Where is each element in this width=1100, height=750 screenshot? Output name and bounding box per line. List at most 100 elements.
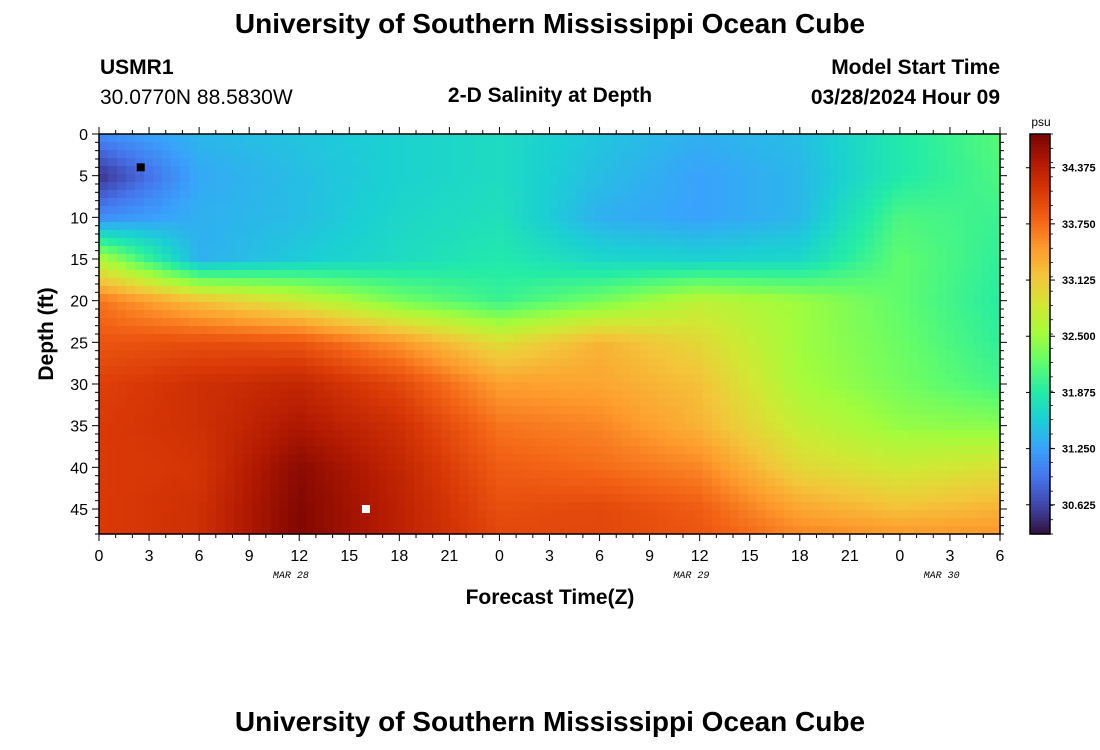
heatmap-cell (432, 382, 442, 391)
heatmap-cell (711, 310, 722, 319)
heatmap-cell (99, 382, 109, 391)
heatmap-cell (459, 318, 470, 327)
heatmap-cell (675, 526, 686, 535)
heatmap-cell (153, 398, 163, 407)
heatmap-cell (360, 318, 370, 327)
heatmap-cell (531, 502, 542, 511)
heatmap-cell (756, 230, 767, 239)
heatmap-cell (774, 486, 785, 495)
heatmap-cell (225, 326, 235, 335)
heatmap-cell (450, 238, 460, 247)
heatmap-cell (972, 206, 983, 215)
heatmap-cell (315, 302, 325, 311)
heatmap-cell (180, 182, 190, 191)
heatmap-cell (153, 486, 163, 495)
heatmap-cell (549, 494, 560, 503)
heatmap-cell (720, 374, 731, 383)
heatmap-cell (846, 486, 857, 495)
heatmap-cell (927, 518, 938, 527)
heatmap-cell (828, 278, 839, 287)
heatmap-cell (567, 502, 578, 511)
heatmap-cell (378, 422, 388, 431)
heatmap-cell (621, 342, 632, 351)
heatmap-cell (783, 430, 794, 439)
heatmap-cell (432, 414, 442, 423)
heatmap-cell (684, 174, 695, 183)
heatmap-cell (684, 326, 695, 335)
heatmap-cell (945, 142, 956, 151)
heatmap-cell (279, 518, 289, 527)
heatmap-cell (243, 310, 253, 319)
heatmap-cell (666, 302, 677, 311)
heatmap-cell (315, 470, 325, 479)
heatmap-cell (684, 166, 695, 175)
heatmap-cell (279, 262, 289, 271)
heatmap-cell (828, 246, 839, 255)
heatmap-cell (288, 214, 298, 223)
heatmap-cell (981, 206, 992, 215)
heatmap-cell (621, 390, 632, 399)
heatmap-cell (828, 414, 839, 423)
heatmap-cell (783, 390, 794, 399)
heatmap-cell (495, 454, 506, 463)
heatmap-cell (801, 478, 812, 487)
heatmap-cell (801, 494, 812, 503)
heatmap-cell (378, 358, 388, 367)
heatmap-cell (540, 382, 551, 391)
heatmap-cell (855, 502, 866, 511)
heatmap-cell (513, 134, 524, 143)
heatmap-cell (936, 390, 947, 399)
heatmap-cell (351, 470, 361, 479)
heatmap-cell (252, 462, 262, 471)
heatmap-cell (468, 198, 479, 207)
heatmap-cell (657, 134, 668, 143)
heatmap-cell (945, 462, 956, 471)
heatmap-cell (720, 358, 731, 367)
heatmap-cell (846, 206, 857, 215)
heatmap-cell (189, 478, 199, 487)
heatmap-cell (810, 454, 821, 463)
heatmap-cell (855, 134, 866, 143)
heatmap-cell (981, 470, 992, 479)
heatmap-cell (486, 270, 497, 279)
heatmap-cell (540, 246, 551, 255)
heatmap-cell (270, 430, 280, 439)
heatmap-cell (882, 406, 893, 415)
heatmap-cell (405, 214, 415, 223)
heatmap-cell (981, 334, 992, 343)
heatmap-cell (792, 270, 803, 279)
heatmap-cell (882, 238, 893, 247)
heatmap-cell (441, 302, 451, 311)
heatmap-cell (963, 222, 974, 231)
heatmap-cell (927, 270, 938, 279)
heatmap-cell (369, 382, 379, 391)
heatmap-cell (486, 142, 497, 151)
heatmap-cell (459, 518, 470, 527)
heatmap-cell (837, 446, 848, 455)
heatmap-cell (99, 262, 109, 271)
heatmap-cell (918, 318, 929, 327)
heatmap-cell (792, 438, 803, 447)
heatmap-cell (207, 246, 217, 255)
heatmap-cell (414, 454, 424, 463)
heatmap-cell (522, 286, 533, 295)
heatmap-cell (855, 374, 866, 383)
heatmap-cell (450, 150, 460, 159)
heatmap-cell (900, 214, 911, 223)
heatmap-cell (711, 174, 722, 183)
heatmap-cell (396, 510, 406, 519)
heatmap-cell (675, 422, 686, 431)
heatmap-cell (360, 190, 370, 199)
heatmap-cell (567, 510, 578, 519)
heatmap-cell (810, 318, 821, 327)
heatmap-cell (729, 382, 740, 391)
heatmap-cell (990, 182, 1001, 191)
heatmap-cell (486, 158, 497, 167)
heatmap-cell (612, 182, 623, 191)
heatmap-cell (684, 334, 695, 343)
heatmap-cell (648, 350, 659, 359)
heatmap-cell (252, 430, 262, 439)
heatmap-cell (567, 422, 578, 431)
heatmap-cell (324, 430, 334, 439)
heatmap-cell (369, 470, 379, 479)
